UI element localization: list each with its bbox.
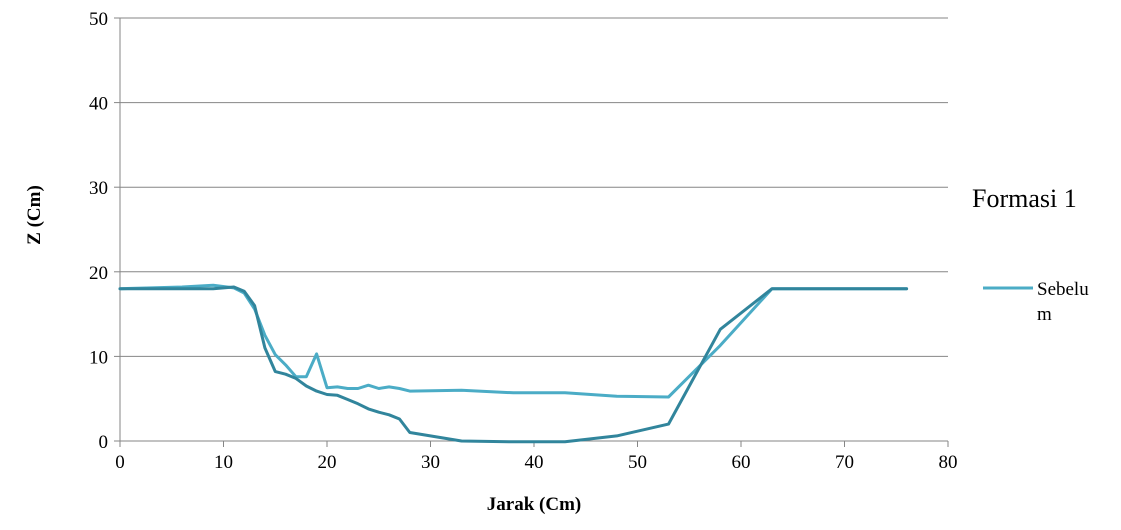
x-tick-label: 70 <box>835 452 854 473</box>
gridlines <box>120 17 948 357</box>
legend-title: Formasi 1 <box>972 184 1077 213</box>
x-tick-label: 10 <box>214 452 233 473</box>
legend-label-line: m <box>1037 304 1052 325</box>
series-line-1 <box>118 283 909 399</box>
x-tick-label: 80 <box>939 452 958 473</box>
x-tick-label: 20 <box>318 452 337 473</box>
y-tick-label: 0 <box>99 432 109 453</box>
tick-labels: 0 10 20 30 40 50 0 10 20 30 40 50 60 70 80 <box>89 9 958 473</box>
y-axis-title: Z (Cm) <box>24 185 45 245</box>
y-tick-label: 30 <box>89 178 108 199</box>
x-tick-label: 50 <box>628 452 647 473</box>
x-axis-title: Jarak (Cm) <box>487 494 581 515</box>
y-tick-label: 50 <box>89 9 108 30</box>
x-tick-label: 40 <box>525 452 544 473</box>
legend: Sebelu m <box>983 279 1089 325</box>
series-line-2 <box>118 285 909 444</box>
y-tick-label: 10 <box>89 347 108 368</box>
y-tick-label: 40 <box>89 94 108 115</box>
y-tick-label: 20 <box>89 263 108 284</box>
series-lines <box>118 283 909 444</box>
axes <box>114 17 949 447</box>
x-tick-label: 30 <box>421 452 440 473</box>
x-tick-label: 0 <box>115 452 125 473</box>
legend-label-line: Sebelu <box>1037 279 1089 300</box>
legend-label: Sebelu m <box>1037 279 1089 325</box>
x-tick-label: 60 <box>732 452 751 473</box>
